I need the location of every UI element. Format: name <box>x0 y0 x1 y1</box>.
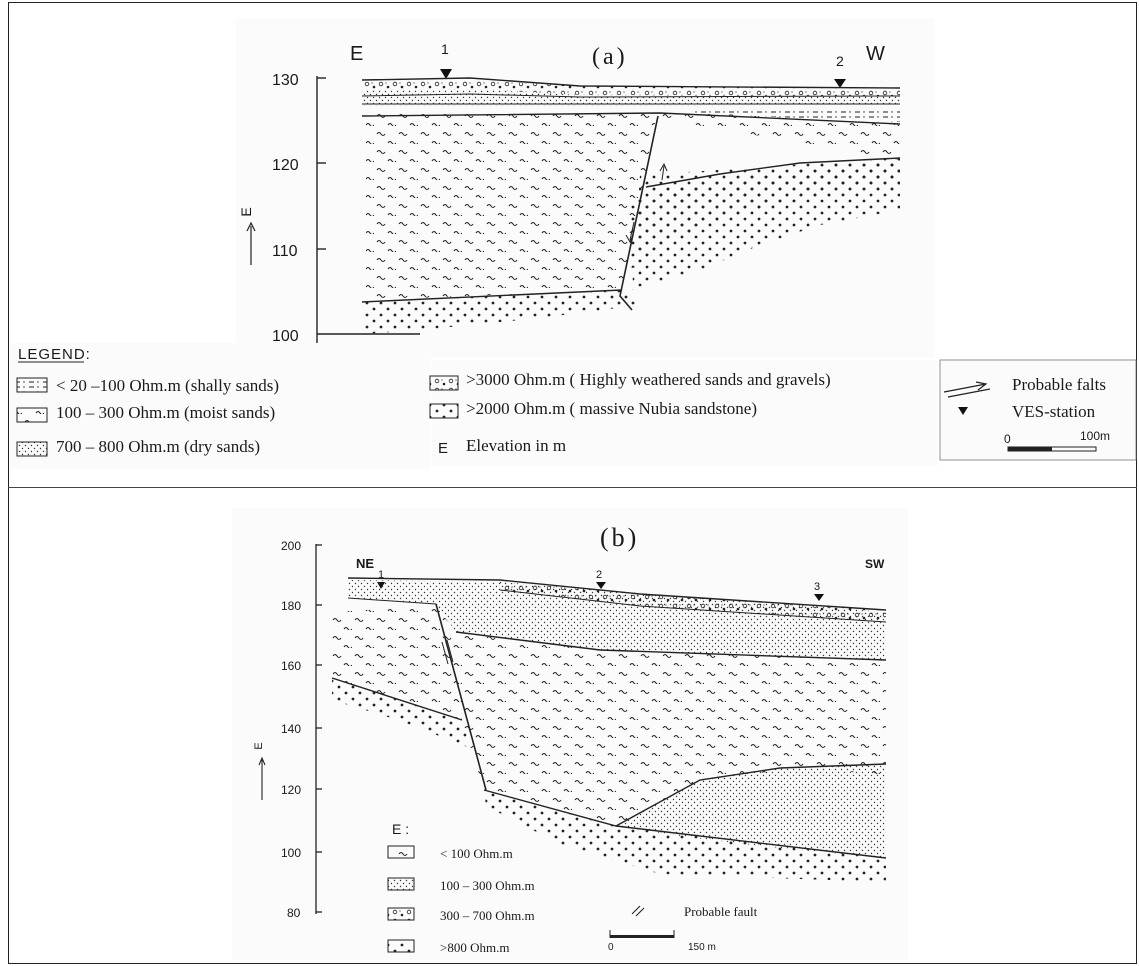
panel-b: 200 180 160 140 120 100 80 E NE SW (b) 1… <box>232 508 908 960</box>
panel-b-tick-100: 100 <box>281 846 301 860</box>
legend-a-fault-label: Probable falts <box>1012 375 1106 394</box>
panel-a-fault-line <box>619 115 659 311</box>
scale-a-start: 0 <box>1004 432 1011 446</box>
panel-b-tick-200: 200 <box>281 539 301 553</box>
panel-a-fault-arrow-up <box>659 162 668 181</box>
gravels-swatch <box>429 375 459 391</box>
panel-b-direction-sw: SW <box>865 557 885 571</box>
panel-a-tick-130: 130 <box>272 72 299 89</box>
legend-b-item-1: < 100 Ohm.m <box>440 846 513 861</box>
legend-a-elevation-symbol: E <box>438 440 448 457</box>
dry-sands-swatch <box>16 441 48 457</box>
scale-b-start: 0 <box>608 942 614 953</box>
panel-b-300-700-layer <box>500 582 886 622</box>
panel-a-station-2-label: 2 <box>836 53 844 69</box>
legend-a-item-3: 700 – 800 Ohm.m (dry sands) <box>56 437 260 456</box>
panel-a-tick-120: 120 <box>272 157 299 174</box>
panel-a-station-2-marker <box>834 79 846 88</box>
300-700-swatch <box>387 907 415 921</box>
panel-b-fault-arrows <box>441 639 454 665</box>
gt800-swatch <box>387 939 415 953</box>
panel-b-legend-heading: E : <box>392 821 409 837</box>
panel-a-direction-e: E <box>350 43 363 65</box>
legend-a-ves-label: VES-station <box>1012 402 1096 421</box>
legend-a-item-1: < 20 –100 Ohm.m (shally sands) <box>56 376 279 395</box>
legend-a-item-4: >3000 Ohm.m ( Highly weathered sands and… <box>466 370 831 389</box>
panel-b-gt800-bottom <box>484 790 886 882</box>
shally-sands-swatch <box>16 377 48 393</box>
panel-a-tick-100: 100 <box>272 328 299 345</box>
nubia-sandstone-swatch <box>429 403 459 419</box>
panel-b-station-2-marker <box>596 582 606 589</box>
panel-b-tick-180: 180 <box>281 599 301 613</box>
panel-a-legend: LEGEND: < 20 –100 Ohm.m (shally sands) 1… <box>10 343 1137 469</box>
panel-b-fault-line <box>435 603 487 791</box>
legend-b-item-3: 300 – 700 Ohm.m <box>440 908 535 923</box>
100-300-swatch <box>387 877 415 891</box>
panel-b-station-2-label: 2 <box>596 569 602 581</box>
legend-a-item-2: 100 – 300 Ohm.m (moist sands) <box>56 403 275 422</box>
panel-a-tick-110: 110 <box>272 243 298 260</box>
legend-a-item-5: >2000 Ohm.m ( massive Nubia sandstone) <box>466 399 757 418</box>
panel-a-direction-w: W <box>866 43 885 65</box>
panel-b-station-3-marker <box>814 594 824 601</box>
lt100-swatch <box>387 845 415 859</box>
panel-b-tick-160: 160 <box>281 659 301 673</box>
panel-separator <box>8 487 1137 488</box>
fault-symbol-icon <box>943 381 991 398</box>
panel-a-station-1-marker <box>440 69 452 79</box>
panel-a-gravel-layer <box>362 80 900 96</box>
legend-b-fault-label: Probable fault <box>684 904 758 919</box>
panel-b-direction-ne: NE <box>356 556 374 571</box>
panel-b-gt800-left <box>332 678 470 748</box>
panel-b-tick-80: 80 <box>287 906 301 920</box>
panel-b-station-1-label: 1 <box>378 569 384 581</box>
moist-sands-swatch <box>16 407 48 423</box>
panel-a-shally-sands-layer <box>680 108 900 122</box>
panel-a-legend-heading: LEGEND: <box>18 346 91 363</box>
panel-b-title: (b) <box>600 523 639 552</box>
panel-a-title: (a) <box>592 44 628 70</box>
scale-b-end: 150 m <box>688 942 716 953</box>
panel-b-100-300-top-layer <box>348 580 886 660</box>
figure-frame <box>8 2 1137 964</box>
panel-b-tick-140: 140 <box>281 722 301 736</box>
panel-a-y-label: E <box>238 207 254 216</box>
panel-b-tick-120: 120 <box>281 783 301 797</box>
scale-a-end: 100m <box>1080 429 1110 443</box>
legend-b-item-2: 100 – 300 Ohm.m <box>440 878 535 893</box>
panel-b-legend: E : < 100 Ohm.m 100 – 300 Ohm.m 300 – 70… <box>387 821 758 955</box>
panel-b-station-3-label: 3 <box>814 581 820 593</box>
panel-a-station-1-label: 1 <box>441 41 449 57</box>
scale-bar-b <box>610 935 674 938</box>
panel-b-y-label: E <box>253 742 265 749</box>
panel-a-dry-sands-layer <box>362 89 900 106</box>
probable-fault-icon <box>631 905 645 917</box>
panel-a-nubia-sandstone-left <box>362 290 640 334</box>
panel-a: 130 120 110 100 E E W (a) 1 2 <box>10 18 1137 469</box>
legend-b-item-4: >800 Ohm.m <box>440 940 509 955</box>
ves-station-icon <box>958 407 968 415</box>
panel-a-fault-arrow-down <box>625 221 635 244</box>
panel-b-lt100-layer <box>332 606 886 826</box>
legend-a-item-6: Elevation in m <box>466 436 566 455</box>
